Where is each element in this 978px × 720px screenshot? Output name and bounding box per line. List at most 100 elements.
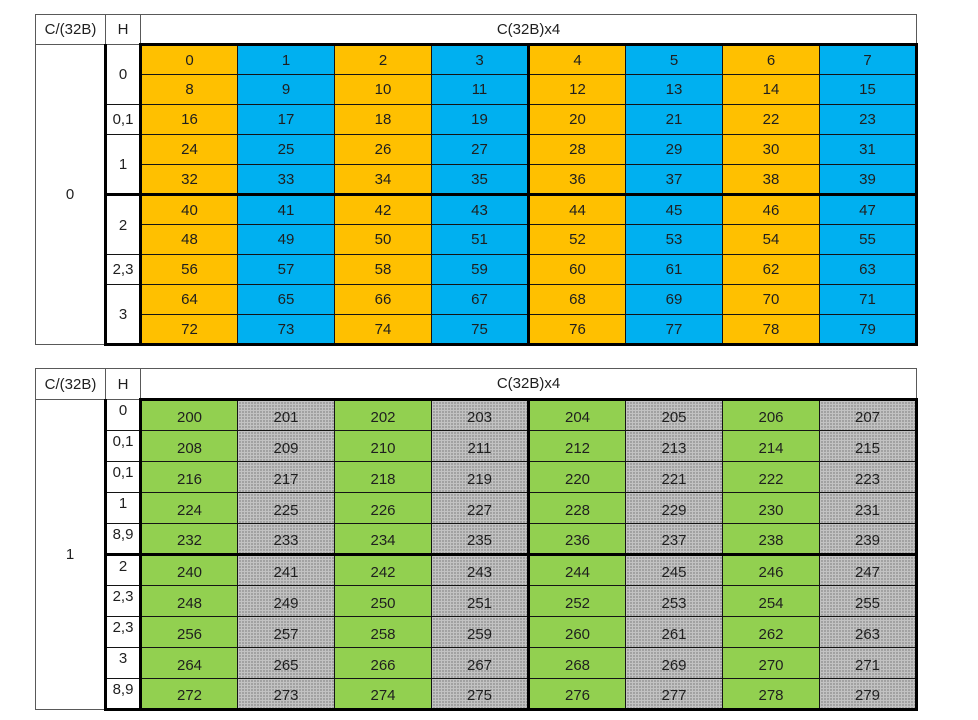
data-cell: 266 bbox=[334, 647, 432, 679]
data-cell: 6 bbox=[722, 43, 820, 75]
data-cell: 263 bbox=[819, 616, 918, 648]
data-cell: 277 bbox=[625, 678, 723, 711]
data-cell: 28 bbox=[528, 134, 626, 165]
data-cell: 270 bbox=[722, 647, 820, 679]
data-cell: 241 bbox=[237, 554, 335, 586]
data-cell: 278 bbox=[722, 678, 820, 711]
c-group-value: 1 bbox=[35, 399, 106, 710]
data-cell: 237 bbox=[625, 523, 723, 556]
data-cell: 59 bbox=[431, 254, 530, 285]
data-cell: 39 bbox=[819, 164, 918, 196]
data-cell: 21 bbox=[625, 104, 723, 135]
data-cell: 26 bbox=[334, 134, 432, 165]
data-cell: 14 bbox=[722, 74, 820, 105]
table-title: C(32B)x4 bbox=[140, 368, 917, 400]
data-cell: 35 bbox=[431, 164, 530, 196]
data-cell: 57 bbox=[237, 254, 335, 285]
data-cell: 222 bbox=[722, 461, 820, 493]
data-cell: 34 bbox=[334, 164, 432, 196]
data-cell: 276 bbox=[528, 678, 626, 711]
data-cell: 50 bbox=[334, 224, 432, 255]
mapping-table-c0: C/(32B) H C(32B)x4 0 0 0 1 2 3 4 5 6 7 8 9 10 11 12 13 14 15… bbox=[35, 14, 918, 346]
data-cell: 235 bbox=[431, 523, 530, 556]
h-cell: 8,9 bbox=[104, 678, 142, 711]
data-cell: 272 bbox=[139, 678, 238, 711]
data-cell: 44 bbox=[528, 194, 626, 225]
data-cell: 273 bbox=[237, 678, 335, 711]
data-cell: 268 bbox=[528, 647, 626, 679]
h-cell: 0,1 bbox=[104, 430, 142, 462]
h-cell: 0 bbox=[104, 399, 142, 431]
data-cell: 0 bbox=[139, 43, 238, 75]
data-cell: 7 bbox=[819, 43, 918, 75]
h-cell: 3 bbox=[104, 284, 142, 346]
data-cell: 5 bbox=[625, 43, 723, 75]
col-header-h: H bbox=[105, 368, 141, 400]
data-cell: 41 bbox=[237, 194, 335, 225]
data-cell: 58 bbox=[334, 254, 432, 285]
data-cell: 55 bbox=[819, 224, 918, 255]
data-cell: 22 bbox=[722, 104, 820, 135]
data-cell: 45 bbox=[625, 194, 723, 225]
data-cell: 10 bbox=[334, 74, 432, 105]
data-cell: 16 bbox=[139, 104, 238, 135]
data-cell: 212 bbox=[528, 430, 626, 462]
data-cell: 253 bbox=[625, 585, 723, 617]
data-cell: 53 bbox=[625, 224, 723, 255]
data-cell: 258 bbox=[334, 616, 432, 648]
data-cell: 49 bbox=[237, 224, 335, 255]
data-cell: 200 bbox=[139, 398, 238, 431]
data-cell: 226 bbox=[334, 492, 432, 524]
data-cell: 274 bbox=[334, 678, 432, 711]
data-cell: 12 bbox=[528, 74, 626, 105]
data-cell: 61 bbox=[625, 254, 723, 285]
h-cell: 1 bbox=[104, 492, 142, 524]
data-cell: 51 bbox=[431, 224, 530, 255]
data-cell: 32 bbox=[139, 164, 238, 196]
data-cell: 260 bbox=[528, 616, 626, 648]
data-cell: 31 bbox=[819, 134, 918, 165]
data-cell: 13 bbox=[625, 74, 723, 105]
data-cell: 11 bbox=[431, 74, 530, 105]
data-cell: 264 bbox=[139, 647, 238, 679]
data-cell: 15 bbox=[819, 74, 918, 105]
data-cell: 42 bbox=[334, 194, 432, 225]
data-cell: 64 bbox=[139, 284, 238, 315]
data-cell: 225 bbox=[237, 492, 335, 524]
data-cell: 240 bbox=[139, 554, 238, 586]
data-cell: 46 bbox=[722, 194, 820, 225]
data-cell: 70 bbox=[722, 284, 820, 315]
data-cell: 2 bbox=[334, 43, 432, 75]
data-cell: 202 bbox=[334, 398, 432, 431]
data-cell: 210 bbox=[334, 430, 432, 462]
data-cell: 40 bbox=[139, 194, 238, 225]
h-cell: 1 bbox=[104, 134, 142, 196]
data-cell: 247 bbox=[819, 554, 918, 586]
data-cell: 232 bbox=[139, 523, 238, 556]
col-header-h: H bbox=[105, 14, 141, 45]
data-cell: 23 bbox=[819, 104, 918, 135]
data-cell: 221 bbox=[625, 461, 723, 493]
h-cell: 8,9 bbox=[104, 523, 142, 556]
h-cell: 0 bbox=[104, 44, 142, 105]
data-cell: 71 bbox=[819, 284, 918, 315]
data-cell: 33 bbox=[237, 164, 335, 196]
data-cell: 255 bbox=[819, 585, 918, 617]
data-cell: 206 bbox=[722, 398, 820, 431]
data-cell: 248 bbox=[139, 585, 238, 617]
data-cell: 56 bbox=[139, 254, 238, 285]
data-cell: 244 bbox=[528, 554, 626, 586]
data-cell: 4 bbox=[528, 43, 626, 75]
data-cell: 18 bbox=[334, 104, 432, 135]
h-cell: 2,3 bbox=[104, 254, 142, 285]
h-cell: 3 bbox=[104, 647, 142, 679]
data-cell: 47 bbox=[819, 194, 918, 225]
data-cell: 213 bbox=[625, 430, 723, 462]
data-cell: 230 bbox=[722, 492, 820, 524]
h-cell: 2 bbox=[104, 194, 142, 255]
data-cell: 242 bbox=[334, 554, 432, 586]
data-cell: 262 bbox=[722, 616, 820, 648]
data-cell: 216 bbox=[139, 461, 238, 493]
h-cell: 0,1 bbox=[104, 461, 142, 493]
